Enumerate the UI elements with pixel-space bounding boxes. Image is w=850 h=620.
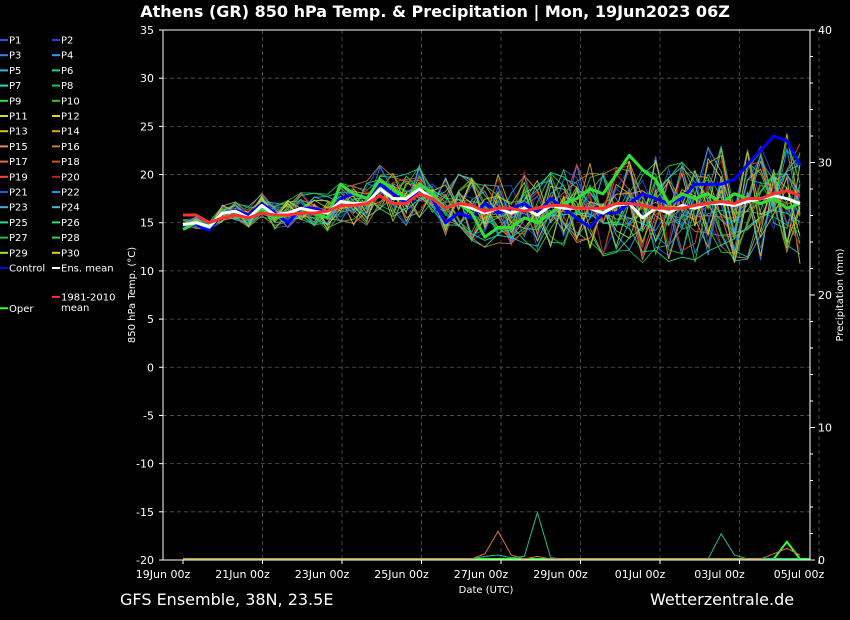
legend-item-p25: P25: [9, 218, 28, 229]
legend-item-climate-mean-line2: mean: [61, 303, 89, 314]
legend: P1 P2 P3 P4 P5 P6 P7 P8 P9 P10 P11 P12 P13 P14 P15 P16 P…: [0, 36, 116, 315]
y-tick-label: -15: [136, 506, 154, 519]
legend-item-p10: P10: [61, 96, 80, 107]
precipitation-series: [183, 510, 810, 560]
legend-item-p11: P11: [9, 112, 28, 123]
legend-item-p7: P7: [9, 81, 21, 92]
legend-item-1981-2010-mean: 1981-2010: [61, 292, 116, 303]
legend-item-p16: P16: [61, 142, 80, 153]
x-axis-label: Date (UTC): [459, 585, 514, 596]
legend-item-p15: P15: [9, 142, 28, 153]
y-tick-label: 5: [147, 313, 154, 326]
grid: [163, 30, 820, 560]
legend-item-p13: P13: [9, 127, 28, 138]
y2-tick-label: 0: [818, 554, 825, 567]
x-tick-label: 19Jun 00z: [136, 568, 191, 581]
footer-source: GFS Ensemble, 38N, 23.5E: [120, 590, 333, 609]
legend-item-p28: P28: [61, 233, 80, 244]
y-tick-label: 30: [140, 72, 154, 85]
x-tick-label: 03Jul 00z: [694, 568, 745, 581]
legend-item-p9: P9: [9, 96, 21, 107]
legend-item-oper: Oper: [9, 304, 34, 315]
legend-item-p8: P8: [61, 81, 73, 92]
legend-item-p21: P21: [9, 188, 28, 199]
ensemble-line-p29: [182, 148, 801, 249]
y-tick-label: 0: [147, 361, 154, 374]
legend-item-p4: P4: [61, 51, 73, 62]
y2-tick-label: 40: [818, 24, 832, 37]
x-axis: 19Jun 00z 21Jun 00z 23Jun 00z 25Jun 00z 27Ju…: [136, 560, 825, 581]
legend-item-p5: P5: [9, 66, 21, 77]
y-tick-label: -10: [136, 458, 154, 471]
right-axis: 40 30 20 10 0: [810, 24, 832, 567]
x-tick-label: 23Jun 00z: [295, 568, 350, 581]
y-tick-label: 35: [140, 24, 154, 37]
y2-tick-label: 20: [818, 289, 832, 302]
legend-item-p1: P1: [9, 36, 21, 47]
x-tick-label: 27Jun 00z: [454, 568, 509, 581]
legend-item-control: Control: [9, 264, 45, 275]
legend-item-p12: P12: [61, 112, 80, 123]
y-tick-label: 25: [140, 120, 154, 133]
y-tick-label: 15: [140, 217, 154, 230]
y-axis-label: 850 hPa Temp. (°C): [127, 247, 138, 343]
legend-item-p23: P23: [9, 203, 28, 214]
y-axis-right-label: Precipitation (mm): [835, 248, 846, 341]
ensemble-line-p22: [182, 148, 801, 255]
legend-item-p30: P30: [61, 248, 80, 259]
y2-tick-label: 30: [818, 157, 832, 170]
series-1981-2010-mean: [183, 189, 801, 225]
legend-item-p24: P24: [61, 203, 80, 214]
legend-item-p3: P3: [9, 51, 21, 62]
legend-item-p19: P19: [9, 172, 28, 183]
x-tick-label: 25Jun 00z: [374, 568, 429, 581]
x-tick-label: 01Jul 00z: [615, 568, 666, 581]
y-tick-label: -20: [136, 554, 154, 567]
y-tick-label: 10: [140, 265, 154, 278]
y2-tick-label: 10: [818, 422, 832, 435]
precip-p17: [183, 530, 801, 560]
legend-item-ens-mean: Ens. mean: [61, 264, 114, 275]
legend-item-p14: P14: [61, 127, 80, 138]
y-tick-label: 20: [140, 169, 154, 182]
chart-title: Athens (GR) 850 hPa Temp. & Precipitatio…: [140, 2, 730, 22]
legend-item-p22: P22: [61, 188, 80, 199]
legend-item-p20: P20: [61, 172, 80, 183]
y-tick-label: -5: [143, 409, 154, 422]
footer-brand: Wetterzentrale.de: [650, 590, 794, 609]
legend-item-p18: P18: [61, 157, 80, 168]
x-tick-label: 05Jul 00z: [774, 568, 825, 581]
legend-item-p6: P6: [61, 66, 73, 77]
x-tick-label: 29Jun 00z: [533, 568, 588, 581]
highlight-series: [182, 134, 802, 239]
legend-item-p2: P2: [61, 36, 73, 47]
legend-item-p29: P29: [9, 248, 28, 259]
left-axis: 35 30 25 20 15 10 5 0 -5 -10 -15 -20: [136, 24, 163, 567]
legend-item-p27: P27: [9, 233, 28, 244]
legend-item-p26: P26: [61, 218, 80, 229]
legend-item-p17: P17: [9, 157, 28, 168]
x-tick-label: 21Jun 00z: [215, 568, 270, 581]
